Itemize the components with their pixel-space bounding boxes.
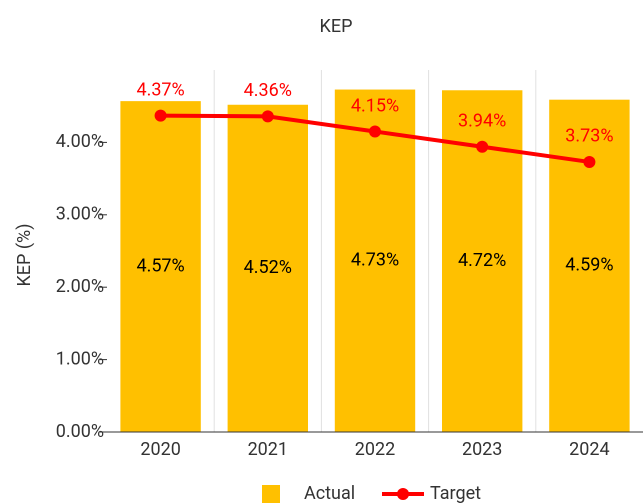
y-tick-label: 4.00% — [56, 131, 104, 152]
x-tick-label: 2020 — [140, 439, 180, 460]
line-value-label: 4.37% — [136, 79, 184, 100]
chart-title: KEP — [320, 16, 353, 37]
bar — [120, 101, 201, 432]
bar-value-label: 4.52% — [244, 257, 292, 278]
bar-value-label: 4.57% — [136, 255, 184, 276]
x-tick-label: 2023 — [462, 439, 502, 460]
line-point — [583, 155, 596, 168]
line-value-label: 4.36% — [244, 80, 292, 101]
legend-label: Target — [430, 483, 481, 504]
bar — [227, 104, 308, 432]
bar-value-label: 4.73% — [351, 250, 399, 271]
line-point — [476, 140, 489, 153]
legend-swatch — [397, 488, 409, 500]
bar — [334, 89, 416, 432]
line-value-label: 4.15% — [351, 95, 399, 116]
y-tick-label: 3.00% — [56, 204, 104, 225]
x-tick-label: 2024 — [569, 439, 609, 460]
bar-value-label: 4.72% — [458, 250, 506, 271]
line-value-label: 3.94% — [458, 110, 506, 131]
y-tick-label: 0.00% — [56, 421, 104, 442]
x-tick-label: 2021 — [248, 439, 288, 460]
line-point — [261, 110, 274, 123]
bar — [549, 99, 630, 433]
x-tick-label: 2022 — [355, 439, 395, 460]
legend-swatch — [262, 485, 280, 503]
line-point — [154, 109, 167, 122]
y-tick-label: 2.00% — [56, 276, 104, 297]
line-point — [369, 125, 381, 138]
legend-label: Actual — [304, 483, 355, 504]
bar-value-label: 4.59% — [565, 255, 613, 276]
y-tick-label: 1.00% — [56, 348, 104, 369]
y-axis-label: KEP (%) — [14, 224, 35, 287]
line-value-label: 3.73% — [565, 126, 613, 147]
